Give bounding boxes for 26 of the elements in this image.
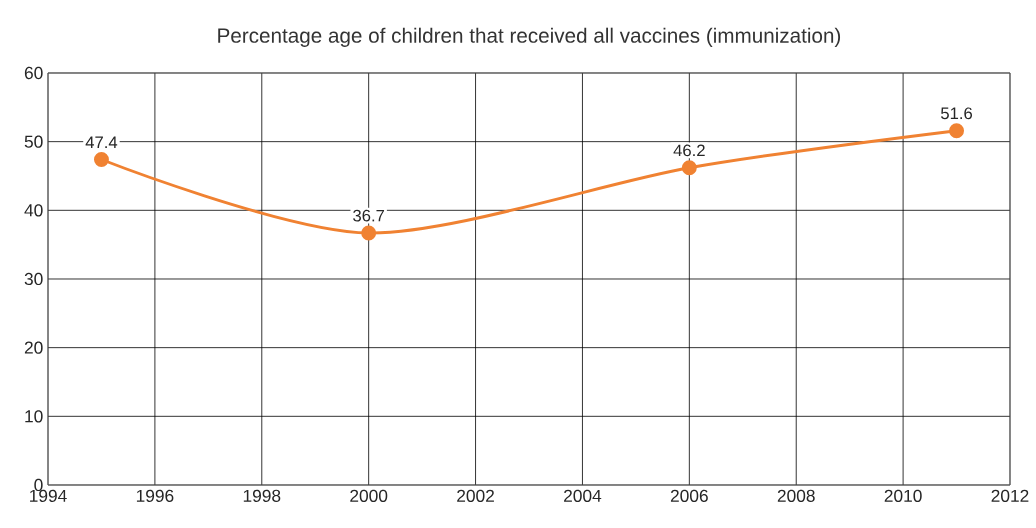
data-label: 46.2 (673, 144, 705, 157)
x-tick-label: 1996 (136, 489, 174, 502)
y-tick-label: 10 (25, 410, 43, 423)
point (681, 160, 697, 176)
x-tick-label: 2000 (350, 489, 388, 502)
x-tick-label: 1994 (30, 489, 67, 502)
data-label: 51.6 (941, 107, 973, 120)
y-tick-label: 20 (24, 341, 43, 354)
x-tick-label: 2010 (884, 489, 922, 502)
x-tick-label: 2008 (777, 489, 815, 502)
x-tick-label: 2012 (991, 489, 1029, 502)
data-label: 36.7 (353, 209, 385, 222)
x-tick-label: 1998 (243, 489, 281, 502)
x-tick-label: 2002 (457, 489, 494, 502)
point (93, 152, 109, 167)
y-tick-label: 60 (24, 66, 43, 80)
y-tick-label: 30 (24, 272, 43, 286)
point (949, 123, 965, 139)
y-tick-label: 0 (34, 478, 43, 492)
point (361, 225, 377, 241)
x-tick-label: 2004 (564, 489, 602, 502)
data-label: 47.4 (85, 136, 118, 149)
chart-title: Percentage age of children that received all vaccines (immunization) (218, 27, 841, 47)
y-tick-label: 50 (24, 135, 43, 148)
y-tick-label: 40 (24, 204, 43, 217)
x-tick-label: 2006 (670, 489, 708, 502)
